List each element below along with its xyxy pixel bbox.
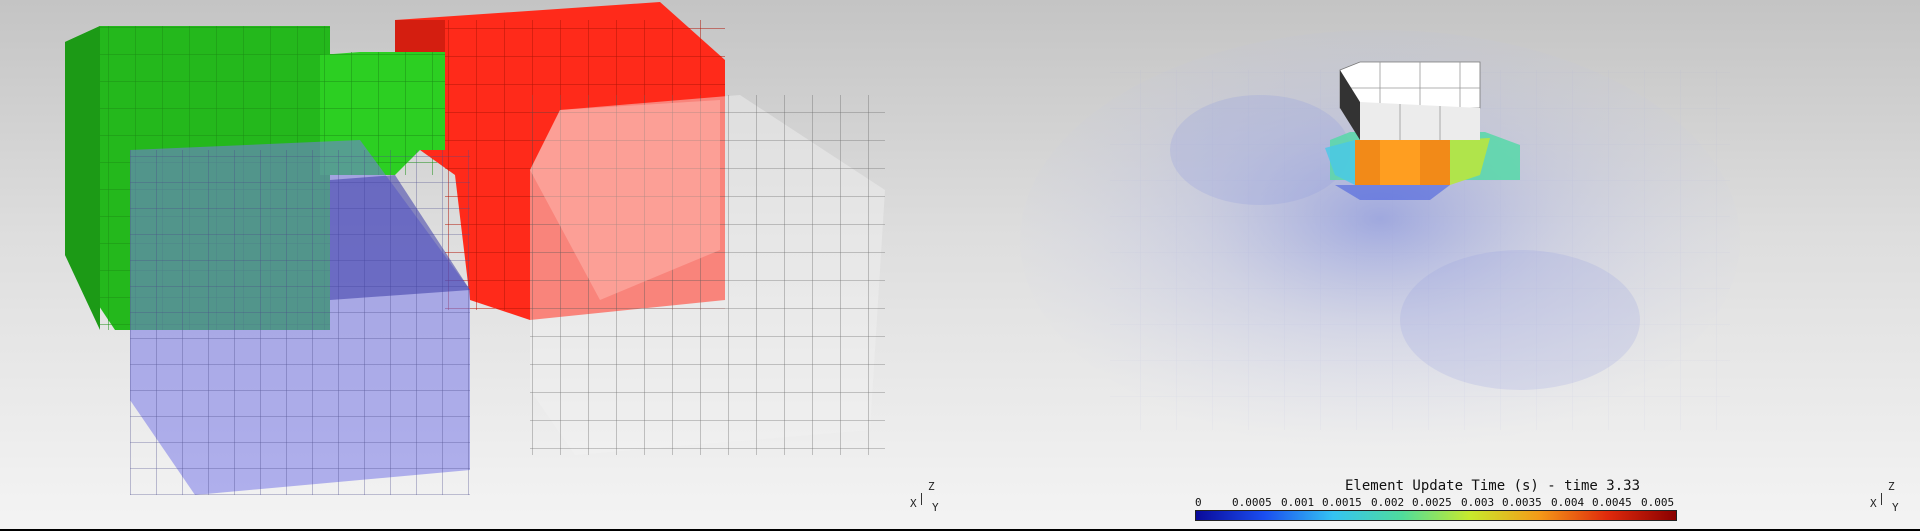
partition-mesh-render <box>65 2 885 495</box>
axis-x-label: X <box>1870 497 1877 510</box>
update-time-render <box>1020 30 1740 450</box>
left-3d-viewport[interactable]: Z X Y <box>0 0 960 529</box>
clear-wireframe-block <box>530 95 885 455</box>
legend-title: Element Update Time (s) - time 3.33 <box>1345 478 1641 494</box>
axis-x-label: X <box>910 497 917 510</box>
axis-z-label: Z <box>1888 480 1895 493</box>
translucent-mesh-cloud <box>1020 30 1740 450</box>
legend-tick: 0.001 <box>1281 496 1315 509</box>
axis-stem <box>921 493 922 505</box>
legend-tick: 0 <box>1195 496 1202 509</box>
axis-y-label: Y <box>1892 501 1899 514</box>
legend-tick: 0.003 <box>1461 496 1495 509</box>
axis-y-label: Y <box>932 501 939 514</box>
legend-tick: 0.0005 <box>1232 496 1272 509</box>
white-top-block <box>1339 61 1481 140</box>
legend-colorbar <box>1195 510 1677 521</box>
legend-ticks: 0 0.0005 0.001 0.0015 0.002 0.0025 0.003… <box>1195 496 1695 510</box>
blue-wireframe-block <box>130 140 470 495</box>
axis-z-label: Z <box>928 480 935 493</box>
right-3d-viewport[interactable]: Z X Y <box>960 0 1920 529</box>
legend-tick: 0.002 <box>1371 496 1405 509</box>
legend-tick: 0.0045 <box>1592 496 1632 509</box>
axis-stem <box>1881 493 1882 505</box>
legend-tick: 0.0035 <box>1502 496 1542 509</box>
legend-tick: 0.004 <box>1551 496 1585 509</box>
legend-tick: 0.0025 <box>1412 496 1452 509</box>
legend-tick: 0.0015 <box>1322 496 1362 509</box>
hot-element-cluster <box>1325 132 1520 200</box>
legend-tick: 0.005 <box>1641 496 1675 509</box>
